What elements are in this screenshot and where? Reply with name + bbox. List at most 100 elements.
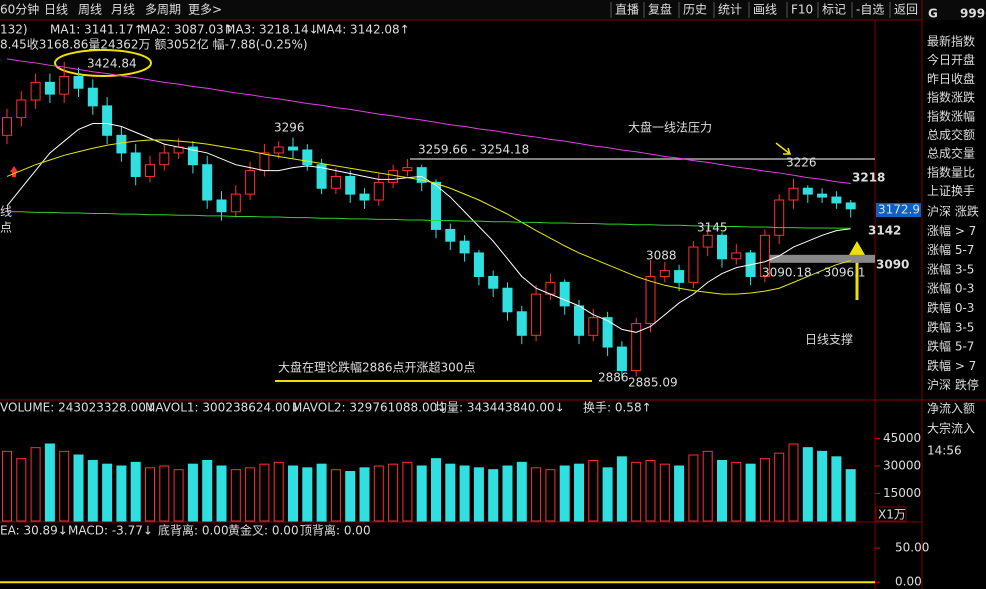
annotation: 3090: [876, 258, 909, 272]
candle-body: [559, 281, 570, 307]
volume-bar: [116, 465, 127, 522]
tab[interactable]: 日线: [44, 3, 68, 17]
volume-bar: [445, 463, 456, 522]
ma-line: [6, 139, 851, 295]
volume-bar: [631, 461, 642, 522]
candle-body: [145, 164, 155, 177]
annotation: 大盘在理论跌幅2886点开涨超300点: [278, 360, 475, 375]
volume-bar: [602, 467, 613, 522]
button[interactable]: 统计: [718, 3, 742, 17]
candle-body: [702, 234, 713, 248]
label: G: [928, 7, 938, 21]
ma-line: [6, 58, 851, 184]
candle-body: [273, 146, 284, 154]
button[interactable]: 历史: [683, 3, 707, 17]
label: 总成交额: [927, 127, 975, 142]
candle-body: [674, 270, 685, 283]
candle-body: [2, 117, 12, 136]
label: 跌幅 3-5: [927, 319, 974, 334]
button[interactable]: 复盘: [648, 2, 672, 17]
candle-body: [216, 199, 227, 213]
label: 最新指数: [927, 34, 975, 49]
label: 均量: 343443840.00↓: [435, 401, 565, 415]
candle-body: [330, 175, 341, 189]
annotation: 3088: [646, 249, 677, 263]
volume-bar: [44, 443, 55, 522]
volume-bar: [831, 456, 842, 522]
annotation: 3145: [697, 221, 728, 235]
volume-bar: [845, 469, 856, 522]
unit-box: [875, 506, 907, 522]
support-zone: [760, 254, 875, 263]
annotation: 3259.66 - 3254.18: [418, 143, 529, 157]
tab[interactable]: 60分钟: [0, 2, 39, 17]
volume-bar: [202, 460, 213, 522]
volume-bar: [717, 460, 727, 522]
volume-bar: [102, 463, 113, 522]
candle-body: [116, 134, 127, 154]
volume-bar: [2, 450, 12, 522]
volume-bar: [187, 463, 198, 522]
label: VOLUME: 243023328.00↓: [0, 401, 156, 415]
candle-body: [302, 149, 313, 166]
candle-body: [502, 287, 513, 313]
volume-bar: [330, 469, 341, 522]
tab[interactable]: 更多>: [188, 3, 222, 17]
tab[interactable]: 月线: [111, 3, 135, 17]
annotation: 2885.09: [628, 376, 678, 390]
volume-bar: [359, 467, 370, 522]
price-box: [876, 203, 921, 218]
label: X1万: [878, 508, 906, 522]
label: 跌幅 > 7: [927, 358, 976, 373]
volume-bar: [616, 456, 627, 522]
candle-body: [588, 317, 599, 336]
label: 跌幅 5-7: [927, 339, 974, 354]
candle-body: [230, 193, 241, 213]
tab[interactable]: 多周期: [145, 3, 181, 17]
volume-bar: [488, 469, 499, 522]
volume-bar: [516, 461, 527, 522]
candle-body: [373, 181, 384, 201]
candle-body: [659, 270, 670, 277]
label: 132): [0, 23, 28, 37]
button[interactable]: 返回: [894, 3, 918, 17]
label: 15000: [883, 486, 921, 500]
volume-bar: [588, 460, 599, 522]
candle-body: [44, 81, 55, 95]
label: 50.00: [895, 541, 929, 555]
label: MAVOL2: 329761088.00↓: [292, 401, 447, 415]
button[interactable]: 标记: [822, 3, 846, 17]
volume-bar: [502, 465, 513, 522]
ma-line: [6, 123, 851, 333]
annotation: 3218: [852, 171, 885, 185]
label: 999: [960, 7, 985, 21]
label: 涨幅 0-3: [927, 281, 974, 296]
label: 昨日收盘: [927, 71, 975, 86]
tab[interactable]: 周线: [78, 3, 102, 17]
label: 今日开盘: [927, 52, 975, 67]
button[interactable]: F10: [791, 3, 813, 17]
candle-body: [30, 81, 41, 101]
volume-bar: [245, 467, 256, 522]
pointer-arrow: [775, 142, 792, 155]
candle-body: [16, 99, 27, 119]
label: 涨幅 3-5: [927, 261, 974, 276]
button[interactable]: -自选: [856, 3, 884, 17]
volume-bar: [130, 461, 141, 522]
candle-body: [631, 323, 642, 372]
candle-body: [187, 146, 198, 166]
label: MAVOL1: 300238624.00↓: [145, 401, 300, 415]
volume-bar: [316, 463, 327, 522]
volume-bar: [759, 458, 770, 522]
volume-bar: [288, 465, 298, 522]
candle-body: [516, 311, 527, 336]
button[interactable]: 画线: [753, 3, 777, 17]
volume-bar: [802, 447, 813, 522]
label: 顶背离: 0.00: [300, 523, 371, 538]
volume-bar: [659, 463, 670, 522]
button[interactable]: 直播: [615, 3, 639, 17]
annotation: 3142: [868, 224, 901, 238]
candle-body: [574, 305, 584, 336]
volume-bar: [774, 452, 785, 522]
candle-body: [316, 164, 327, 189]
